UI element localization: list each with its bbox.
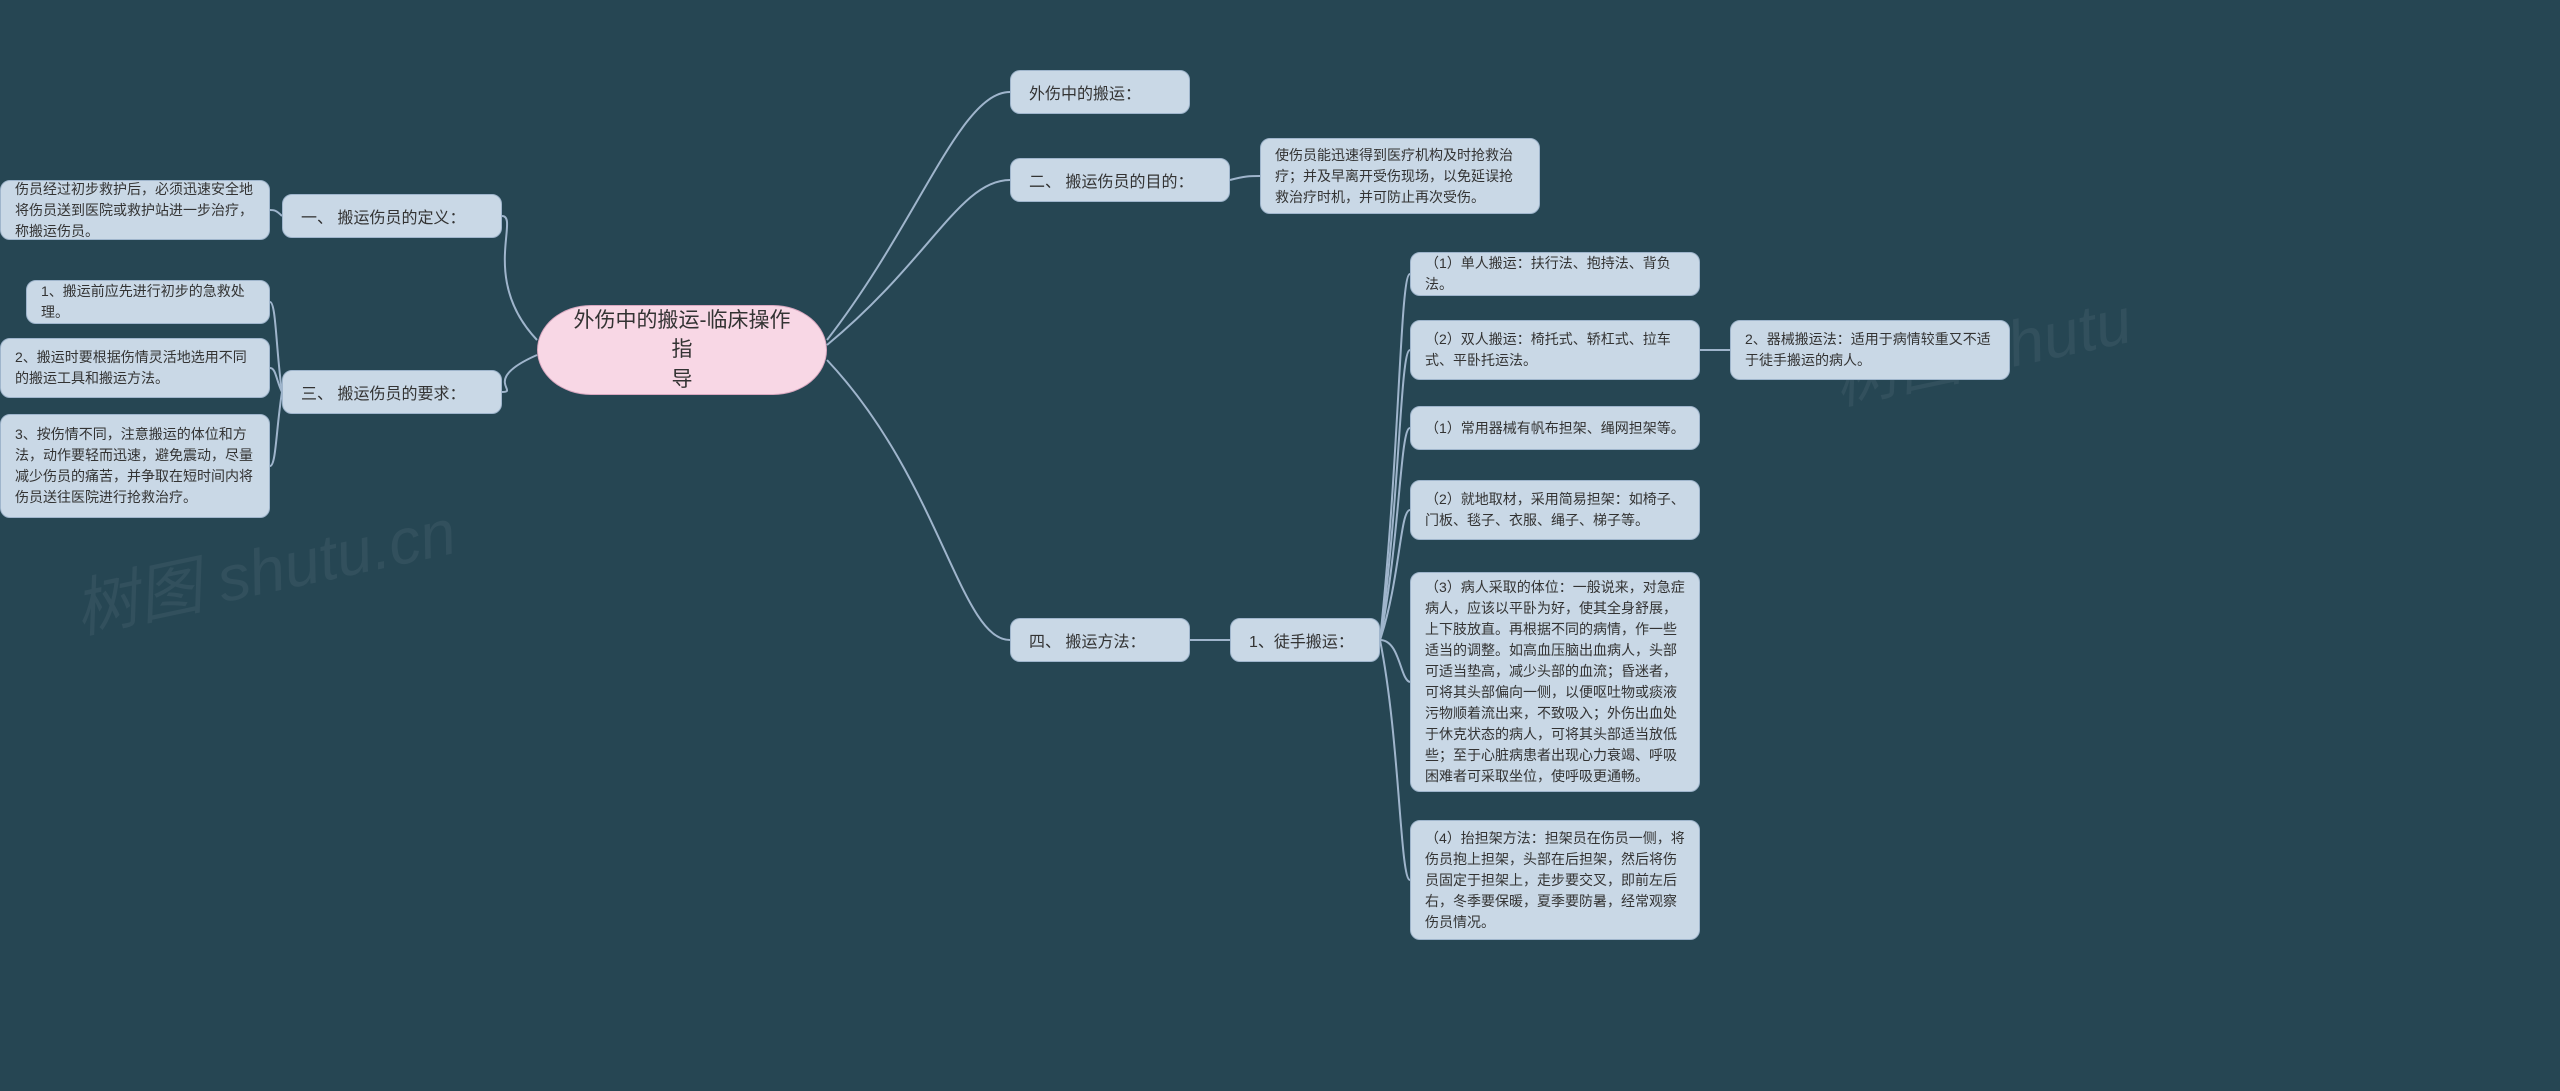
leaf-req-2[interactable]: 2、搬运时要根据伤情灵活地选用不同的搬运工具和搬运方法。 [0, 338, 270, 398]
branch-requirements[interactable]: 三、 搬运伤员的要求： [282, 370, 502, 414]
leaf-purpose-1[interactable]: 使伤员能迅速得到医疗机构及时抢救治疗；并及早离开受伤现场，以免延误抢救治疗时机，… [1260, 138, 1540, 214]
leaf-method-1[interactable]: （1）单人搬运：扶行法、抱持法、背负法。 [1410, 252, 1700, 296]
branch-manual-transport[interactable]: 1、徒手搬运： [1230, 618, 1380, 662]
leaf-method-6[interactable]: （4）抬担架方法：担架员在伤员一侧，将伤员抱上担架，头部在后担架，然后将伤员固定… [1410, 820, 1700, 940]
branch-intro[interactable]: 外伤中的搬运： [1010, 70, 1190, 114]
branch-definition[interactable]: 一、 搬运伤员的定义： [282, 194, 502, 238]
root-node[interactable]: 外伤中的搬运-临床操作指 导 [537, 305, 827, 395]
leaf-req-1[interactable]: 1、搬运前应先进行初步的急救处理。 [26, 280, 270, 324]
leaf-definition-1[interactable]: 伤员经过初步救护后，必须迅速安全地将伤员送到医院或救护站进一步治疗，称搬运伤员。 [0, 180, 270, 240]
leaf-method-4[interactable]: （2）就地取材，采用简易担架：如椅子、门板、毯子、衣服、绳子、梯子等。 [1410, 480, 1700, 540]
leaf-method-2-child[interactable]: 2、器械搬运法：适用于病情较重又不适于徒手搬运的病人。 [1730, 320, 2010, 380]
leaf-method-2[interactable]: （2）双人搬运：椅托式、轿杠式、拉车式、平卧托运法。 [1410, 320, 1700, 380]
leaf-method-5[interactable]: （3）病人采取的体位：一般说来，对急症病人，应该以平卧为好，使其全身舒展，上下肢… [1410, 572, 1700, 792]
branch-methods[interactable]: 四、 搬运方法： [1010, 618, 1190, 662]
leaf-req-3[interactable]: 3、按伤情不同，注意搬运的体位和方法，动作要轻而迅速，避免震动，尽量减少伤员的痛… [0, 414, 270, 518]
branch-purpose[interactable]: 二、 搬运伤员的目的： [1010, 158, 1230, 202]
leaf-method-3[interactable]: （1）常用器械有帆布担架、绳网担架等。 [1410, 406, 1700, 450]
